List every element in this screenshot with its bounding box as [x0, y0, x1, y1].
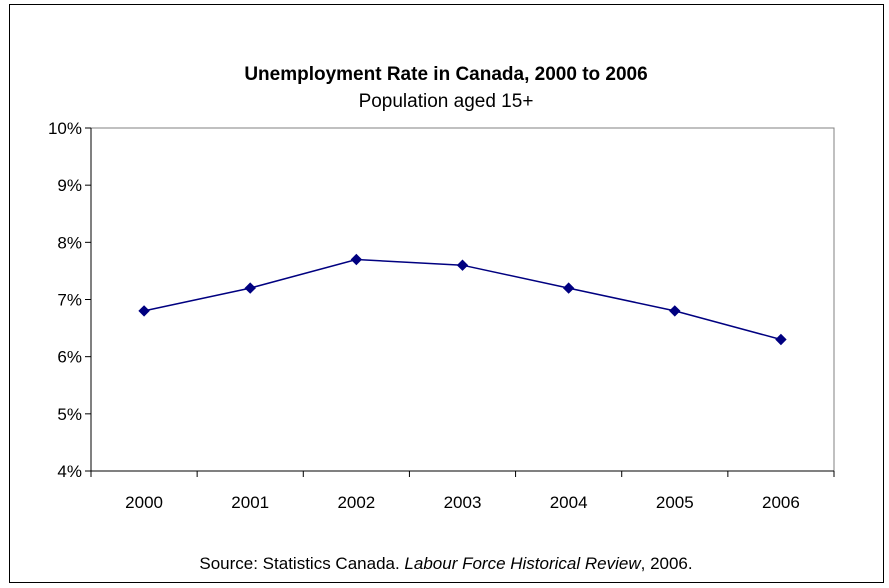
data-point-2001 [244, 282, 256, 294]
x-tick-label: 2001 [231, 493, 269, 512]
source-publication: Labour Force Historical Review [404, 554, 642, 573]
y-tick-label: 7% [57, 291, 82, 310]
data-point-2003 [456, 259, 469, 271]
data-point-2006 [775, 333, 787, 346]
source-suffix: , 2006. [641, 554, 693, 573]
y-tick-label: 8% [57, 233, 82, 252]
y-tick-label: 4% [57, 462, 82, 481]
source-prefix: Source: Statistics Canada. [199, 554, 404, 573]
y-axis: 4% 5% 6% 7% 8% 9% 10% [48, 119, 92, 481]
y-tick-label: 9% [57, 176, 82, 195]
x-tick-label: 2002 [337, 493, 375, 512]
x-tick-label: 2000 [125, 493, 163, 512]
data-point-2004 [562, 282, 575, 294]
x-tick-label: 2005 [656, 493, 694, 512]
source-note: Source: Statistics Canada. Labour Force … [199, 554, 692, 573]
data-point-2002 [350, 253, 363, 266]
y-tick-label: 5% [57, 405, 82, 424]
x-axis: 2000 2001 2002 2003 2004 2005 2006 [90, 470, 835, 512]
chart-frame: Unemployment Rate in Canada, 2000 to 200… [9, 4, 884, 583]
plot-area [90, 127, 835, 472]
line-chart: Unemployment Rate in Canada, 2000 to 200… [48, 64, 835, 573]
x-tick-label: 2004 [550, 493, 588, 512]
data-point-2000 [138, 305, 150, 317]
chart-title: Unemployment Rate in Canada, 2000 to 200… [244, 64, 647, 85]
data-point-2005 [669, 305, 681, 317]
x-tick-label: 2003 [444, 493, 482, 512]
y-tick-label: 6% [57, 348, 82, 367]
x-tick-label: 2006 [762, 493, 800, 512]
chart-subtitle: Population aged 15+ [359, 91, 534, 112]
series-layer [138, 253, 787, 346]
y-tick-label: 10% [48, 119, 82, 138]
